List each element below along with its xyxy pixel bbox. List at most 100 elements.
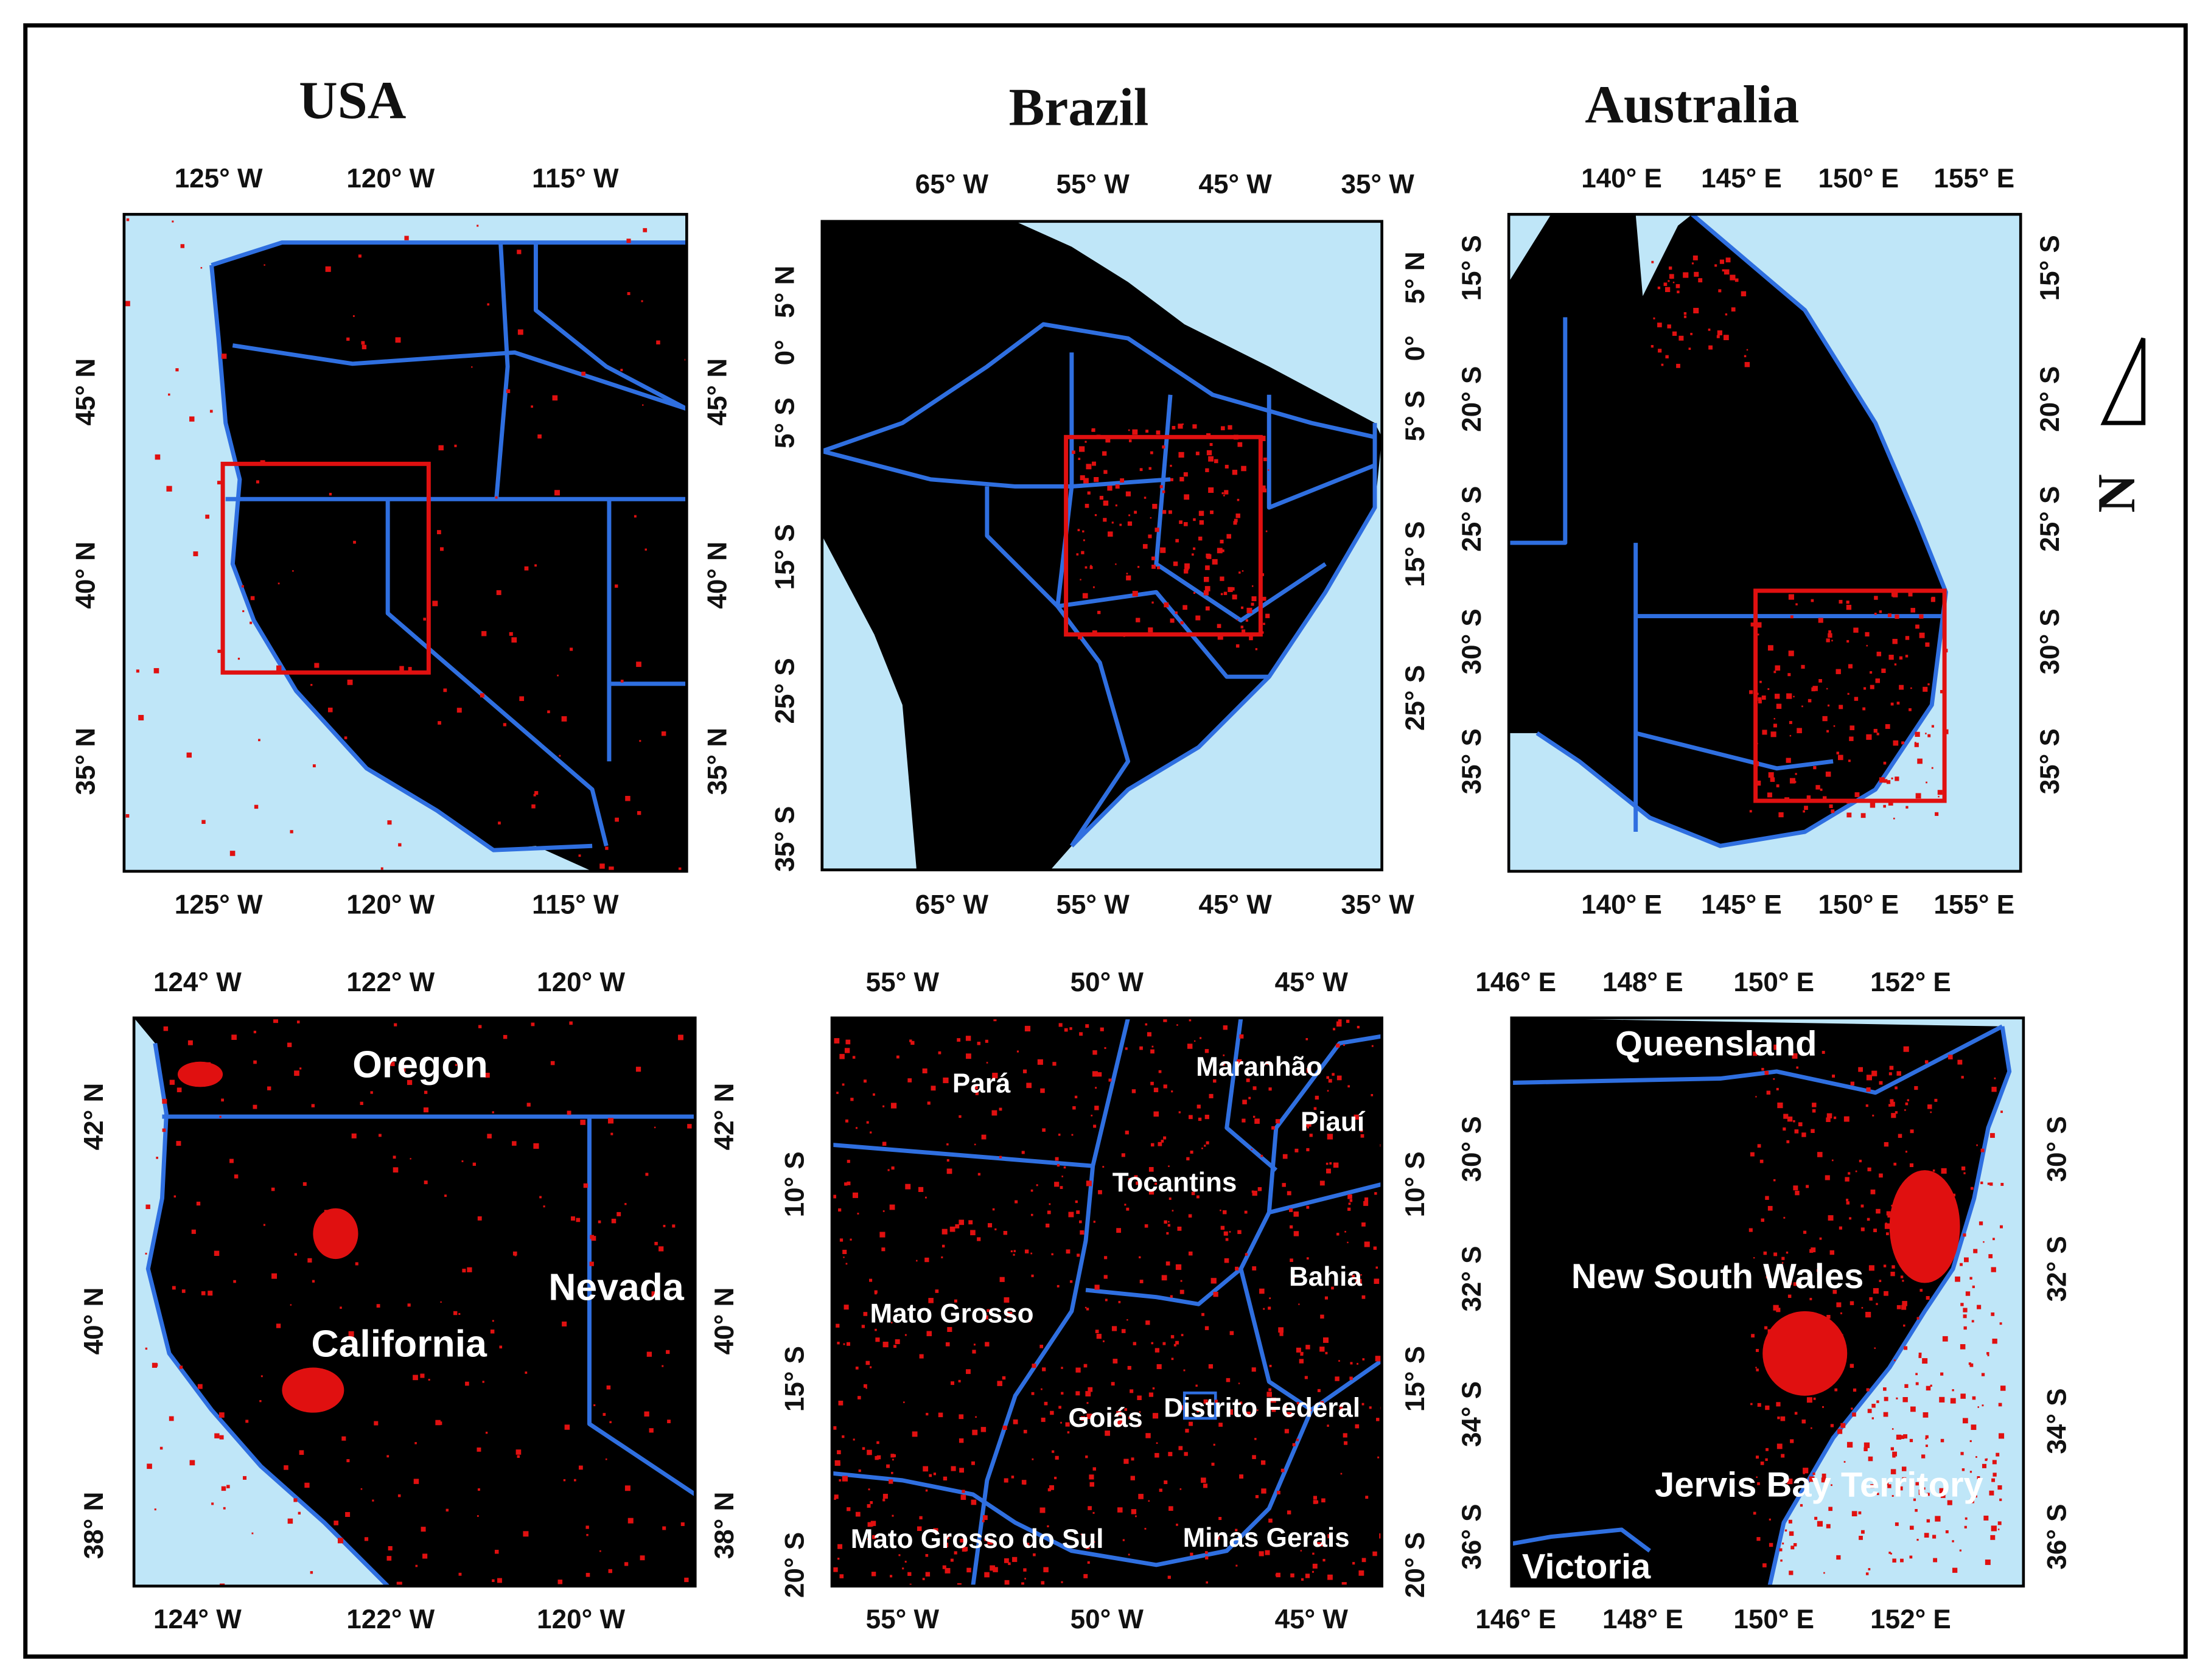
longitude-label: 155° E (1933, 164, 2014, 193)
latitude-label: 45° N (71, 358, 100, 426)
longitude-label: 115° W (532, 890, 619, 919)
latitude-label: 40° N (71, 542, 100, 609)
latitude-label: 40° N (710, 1288, 739, 1355)
longitude-label: 150° E (1733, 967, 1814, 997)
latitude-label: 25° S (2035, 486, 2065, 552)
map-usa-zoom (134, 1017, 696, 1586)
map-brazil-zoom (832, 1017, 1382, 1586)
longitude-label: 45° W (1275, 967, 1349, 997)
longitude-label: 45° W (1198, 890, 1272, 919)
latitude-label: 40° N (702, 542, 732, 609)
longitude-label: 120° W (346, 890, 435, 919)
longitude-label: 35° W (1341, 170, 1415, 200)
latitude-label: 20° S (2035, 366, 2065, 432)
region-label: Nevada (548, 1266, 685, 1309)
longitude-label: 146° E (1475, 1605, 1556, 1634)
latitude-label: 38° N (710, 1492, 739, 1560)
longitude-label: 120° W (537, 1605, 625, 1634)
longitude-label: 124° W (153, 1605, 242, 1634)
latitude-label: 15° S (1457, 235, 1487, 301)
region-label: Goiás (1068, 1403, 1142, 1433)
latitude-label: 25° S (770, 658, 800, 723)
latitude-label: 15° S (1400, 521, 1430, 587)
latitude-label: 40° N (79, 1288, 109, 1355)
longitude-label: 148° E (1602, 967, 1683, 997)
north-arrow (2100, 337, 2146, 425)
latitude-label: 30° S (1457, 608, 1487, 674)
map-australia (1509, 214, 2021, 871)
region-label: Distrito Federal (1164, 1393, 1360, 1423)
region-label: Queensland (1615, 1025, 1817, 1064)
latitude-label: 32° S (2042, 1236, 2072, 1302)
longitude-label: 150° E (1818, 164, 1899, 193)
latitude-label: 30° S (1457, 1116, 1487, 1182)
longitude-label: 124° W (153, 967, 242, 997)
longitude-label: 50° W (1071, 967, 1144, 997)
region-label: New South Wales (1571, 1257, 1863, 1296)
longitude-label: 122° W (346, 967, 435, 997)
latitude-label: 0° (770, 340, 800, 365)
latitude-label: 25° S (1457, 486, 1487, 552)
latitude-label: 20° S (1457, 366, 1487, 432)
longitude-label: 146° E (1475, 967, 1556, 997)
latitude-label: 35° N (71, 728, 100, 795)
latitude-label: 5° N (770, 266, 800, 318)
longitude-label: 152° E (1870, 1605, 1951, 1634)
longitude-label: 122° W (346, 1605, 435, 1634)
latitude-label: 0° (1400, 335, 1430, 361)
longitude-label: 55° W (866, 1605, 940, 1634)
longitude-label: 150° E (1733, 1605, 1814, 1634)
latitude-label: 20° S (780, 1532, 810, 1598)
latitude-label: 34° S (2042, 1388, 2072, 1454)
longitude-label: 45° W (1275, 1605, 1349, 1634)
longitude-label: 45° W (1198, 170, 1272, 200)
longitude-label: 50° W (1071, 1605, 1144, 1634)
longitude-label: 35° W (1341, 890, 1415, 919)
map-australia-zoom (1511, 1017, 2024, 1586)
latitude-label: 42° N (710, 1083, 739, 1151)
latitude-label: 15° S (780, 1346, 810, 1412)
region-label: Minas Gerais (1183, 1523, 1350, 1553)
longitude-label: 65° W (915, 890, 989, 919)
latitude-label: 35° S (1457, 728, 1487, 794)
north-label: N (2087, 474, 2146, 513)
longitude-label: 140° E (1581, 164, 1662, 193)
latitude-label: 42° N (79, 1083, 109, 1151)
region-label: Bahia (1289, 1262, 1362, 1292)
region-label: Maranhão (1196, 1052, 1322, 1082)
labels: USA 125° W 120° W 115° W 125° W 120° W 115° W 4… (71, 71, 2146, 1634)
map-brazil (822, 221, 1382, 870)
latitude-label: 25° S (1400, 665, 1430, 731)
figure-frame (23, 23, 2188, 1659)
region-label: Piauí (1301, 1107, 1366, 1137)
longitude-label: 115° W (532, 164, 619, 193)
latitude-label: 38° N (79, 1492, 109, 1560)
latitude-label: 15° S (2035, 235, 2065, 301)
latitude-label: 5° S (770, 397, 800, 448)
latitude-label: 5° S (1400, 391, 1430, 442)
region-label: California (311, 1322, 487, 1365)
longitude-label: 155° E (1933, 890, 2014, 919)
latitude-label: 35° N (702, 728, 732, 795)
longitude-label: 145° E (1701, 164, 1782, 193)
panel-title: USA (299, 71, 406, 130)
longitude-label: 55° W (1056, 170, 1130, 200)
longitude-label: 65° W (915, 170, 989, 200)
latitude-label: 32° S (1457, 1246, 1487, 1311)
latitude-label: 45° N (702, 358, 732, 426)
longitude-label: 150° E (1818, 890, 1899, 919)
longitude-label: 55° W (1056, 890, 1130, 919)
latitude-label: 30° S (2035, 608, 2065, 674)
latitude-label: 10° S (780, 1151, 810, 1217)
longitude-label: 152° E (1870, 967, 1951, 997)
longitude-label: 55° W (866, 967, 940, 997)
longitude-label: 145° E (1701, 890, 1782, 919)
latitude-label: 34° S (1457, 1381, 1487, 1447)
region-label: Pará (952, 1069, 1011, 1099)
longitude-label: 125° W (175, 164, 263, 193)
latitude-label: 5° N (1400, 251, 1430, 304)
longitude-label: 148° E (1602, 1605, 1683, 1634)
region-label: Victoria (1522, 1547, 1651, 1586)
